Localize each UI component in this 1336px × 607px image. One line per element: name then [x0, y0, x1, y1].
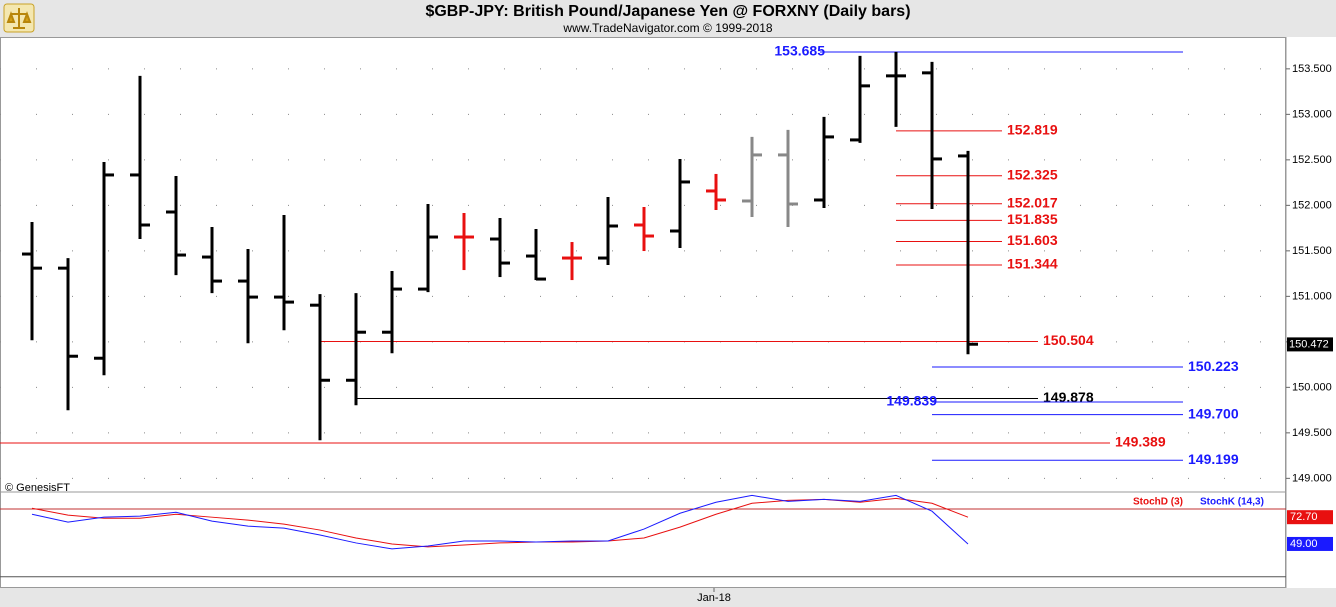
level-label: 150.504: [1043, 332, 1094, 348]
level-label: 152.325: [1007, 166, 1058, 182]
level-label: 149.700: [1188, 405, 1239, 421]
last-price-box: [1287, 337, 1333, 352]
last-value-label: 72.70: [1290, 511, 1318, 523]
chart-title: $GBP-JPY: British Pound/Japanese Yen @ F…: [425, 3, 910, 20]
header-band: [0, 0, 1336, 37]
footer-band: [0, 588, 1336, 607]
level-label: 149.839: [886, 393, 937, 409]
logo-scale: [6, 8, 32, 29]
level-label: 150.223: [1188, 358, 1239, 374]
legend-entry: StochK (14,3): [1200, 497, 1264, 508]
level-label: 152.017: [1007, 195, 1058, 211]
plot-area: [0, 37, 1286, 588]
level-label: 153.685: [774, 43, 825, 59]
last-value-box: [1287, 510, 1333, 525]
level-label: 151.603: [1007, 232, 1058, 248]
y-tick-label: 152.000: [1292, 199, 1332, 211]
source-note: © GenesisFT: [5, 482, 70, 494]
last-value-box: [1287, 536, 1333, 551]
y-tick-label: 149.000: [1292, 472, 1332, 484]
y-tick-label: 153.500: [1292, 63, 1332, 75]
legend-entry: StochD (3): [1133, 497, 1183, 508]
level-label: 151.344: [1007, 256, 1058, 272]
level-label: 149.199: [1188, 451, 1239, 467]
y-tick-label: 151.000: [1292, 290, 1332, 302]
chart-subtitle: www.TradeNavigator.com © 1999-2018: [562, 21, 772, 35]
last-value-label: 49.00: [1290, 538, 1318, 550]
logo: [3, 3, 35, 33]
y-tick-label: 151.500: [1292, 245, 1332, 257]
level-label: 149.878: [1043, 389, 1094, 405]
level-label: 151.835: [1007, 211, 1058, 227]
y-tick-label: 150.000: [1292, 381, 1332, 393]
level-label: 152.819: [1007, 122, 1058, 138]
y-tick-label: 153.000: [1292, 108, 1332, 120]
level-label: 149.389: [1115, 434, 1166, 450]
last-price-label: 150.472: [1289, 338, 1329, 350]
y-tick-label: 152.500: [1292, 154, 1332, 166]
y-tick-label: 149.500: [1292, 427, 1332, 439]
stoch-line: [31, 494, 969, 550]
x-tick-label: Jan-18: [697, 592, 731, 604]
